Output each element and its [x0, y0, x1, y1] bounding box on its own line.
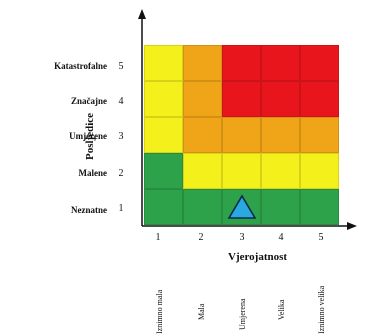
- risk-cell: [222, 117, 261, 153]
- probability-label-3: Umjerena: [238, 298, 247, 330]
- severity-number-5: 5: [118, 61, 124, 72]
- risk-cell: [183, 117, 222, 153]
- triangle-marker-icon: [227, 194, 256, 219]
- risk-cell: [261, 117, 300, 153]
- risk-cell: [183, 153, 222, 189]
- risk-cell: [144, 189, 183, 225]
- severity-label-3: Umjerene: [69, 131, 107, 141]
- risk-cell: [144, 153, 183, 189]
- risk-cell: [144, 117, 183, 153]
- severity-number-3: 3: [118, 131, 124, 142]
- risk-cell: [183, 81, 222, 117]
- risk-cell: [144, 45, 183, 81]
- probability-number-3: 3: [239, 232, 245, 243]
- risk-cell: [261, 45, 300, 81]
- severity-label-4: Značajne: [71, 96, 107, 106]
- probability-label-2: Mala: [197, 303, 206, 320]
- severity-label-2: Malene: [78, 168, 108, 178]
- risk-cell: [261, 153, 300, 189]
- risk-cell: [300, 153, 339, 189]
- risk-cell: [144, 81, 183, 117]
- risk-cell: [222, 45, 261, 81]
- risk-cell: [261, 81, 300, 117]
- severity-label-1: Neznatne: [71, 205, 107, 215]
- probability-number-2: 2: [198, 232, 204, 243]
- risk-cell: [261, 189, 300, 225]
- risk-cell: [183, 45, 222, 81]
- severity-number-2: 2: [118, 168, 124, 179]
- probability-number-5: 5: [318, 232, 324, 243]
- risk-cell: [300, 117, 339, 153]
- y-axis-arrow-icon: [138, 9, 146, 19]
- risk-cell: [222, 153, 261, 189]
- probability-label-1: Iznimno mala: [155, 289, 164, 334]
- risk-cell: [300, 45, 339, 81]
- probability-label-4: Velika: [277, 299, 286, 320]
- risk-cell: [222, 81, 261, 117]
- severity-number-4: 4: [118, 96, 124, 107]
- severity-number-1: 1: [118, 203, 124, 214]
- marker-shape: [227, 194, 256, 219]
- probability-number-1: 1: [155, 232, 161, 243]
- probability-axis-title: Vjerojatnost: [228, 251, 288, 263]
- probability-number-4: 4: [278, 232, 284, 243]
- x-axis-arrow-icon: [347, 222, 357, 230]
- risk-cell: [183, 189, 222, 225]
- severity-label-5: Katastrofalne: [54, 61, 107, 71]
- probability-label-5: Iznimno velika: [317, 285, 326, 334]
- risk-cell: [300, 81, 339, 117]
- risk-cell: [300, 189, 339, 225]
